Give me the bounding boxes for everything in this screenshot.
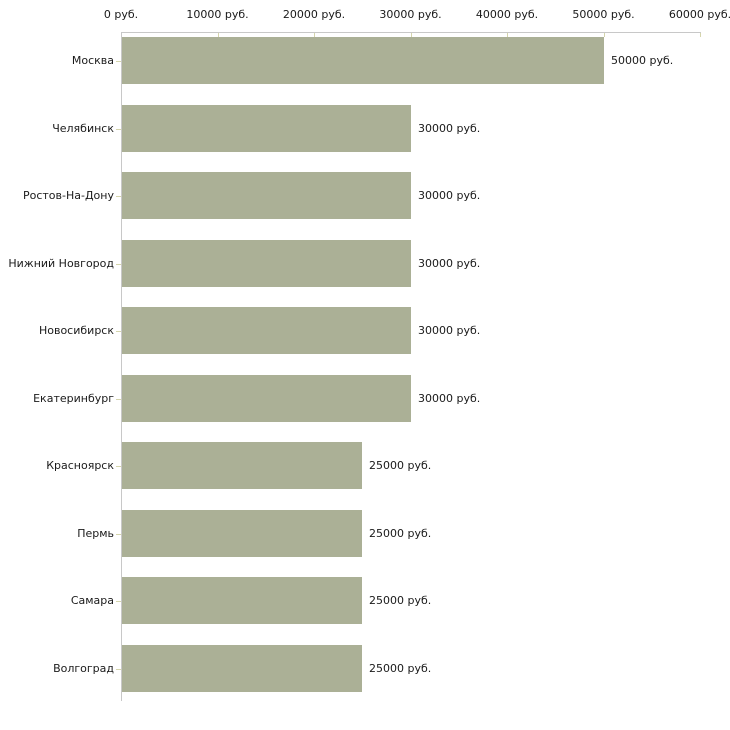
x-tick-label: 10000 руб. — [186, 8, 249, 21]
x-tick-label: 50000 руб. — [572, 8, 635, 21]
category-label: Нижний Новгород — [8, 256, 114, 270]
bar — [122, 510, 362, 557]
x-axis-line — [121, 32, 701, 33]
x-axis-tick-mark — [700, 33, 701, 37]
category-label: Самара — [70, 593, 114, 607]
category-label: Москва — [71, 53, 114, 67]
category-label: Пермь — [77, 526, 114, 540]
x-tick-label: 40000 руб. — [475, 8, 539, 21]
category-tick-mark — [116, 534, 121, 535]
bar — [122, 307, 411, 354]
category-label: Волгоград — [53, 661, 114, 675]
category-label: Новосибирск — [38, 323, 114, 337]
category-tick-mark — [116, 601, 121, 602]
bar — [122, 37, 604, 84]
value-label: 25000 руб. — [369, 458, 432, 472]
category-tick-mark — [116, 399, 121, 400]
category-tick-mark — [116, 331, 121, 332]
value-label: 30000 руб. — [418, 391, 481, 405]
category-tick-mark — [116, 466, 121, 467]
category-tick-mark — [116, 129, 121, 130]
bar — [122, 577, 362, 624]
x-axis-tick-mark — [603, 33, 605, 37]
x-tick-label: 0 руб. — [103, 8, 139, 21]
category-tick-mark — [116, 196, 121, 197]
x-tick-label: 30000 руб. — [379, 8, 442, 21]
bar — [122, 240, 411, 287]
bar — [122, 375, 411, 422]
category-tick-mark — [116, 264, 121, 265]
bar — [122, 172, 411, 219]
category-tick-mark — [116, 61, 121, 62]
x-axis-tick-mark — [217, 33, 219, 37]
category-label: Красноярск — [46, 458, 114, 472]
category-label: Ростов-На-Дону — [22, 188, 114, 202]
bar — [122, 442, 362, 489]
x-axis-tick-mark — [410, 33, 412, 37]
bar — [122, 105, 411, 152]
y-axis-line — [121, 32, 122, 701]
x-axis-tick-mark — [314, 33, 315, 37]
category-label: Челябинск — [52, 121, 114, 135]
value-label: 30000 руб. — [418, 188, 481, 202]
bar — [122, 645, 362, 692]
category-tick-mark — [116, 669, 121, 670]
x-tick-label: 60000 руб. — [668, 8, 730, 21]
category-label: Екатеринбург — [33, 391, 114, 405]
value-label: 30000 руб. — [418, 256, 481, 270]
value-label: 30000 руб. — [418, 121, 481, 135]
x-tick-label: 20000 руб. — [282, 8, 346, 21]
x-axis-tick-mark — [507, 33, 508, 37]
value-label: 25000 руб. — [369, 526, 432, 540]
value-label: 50000 руб. — [611, 53, 674, 67]
value-label: 25000 руб. — [369, 593, 432, 607]
value-label: 25000 руб. — [369, 661, 432, 675]
value-label: 30000 руб. — [418, 323, 481, 337]
